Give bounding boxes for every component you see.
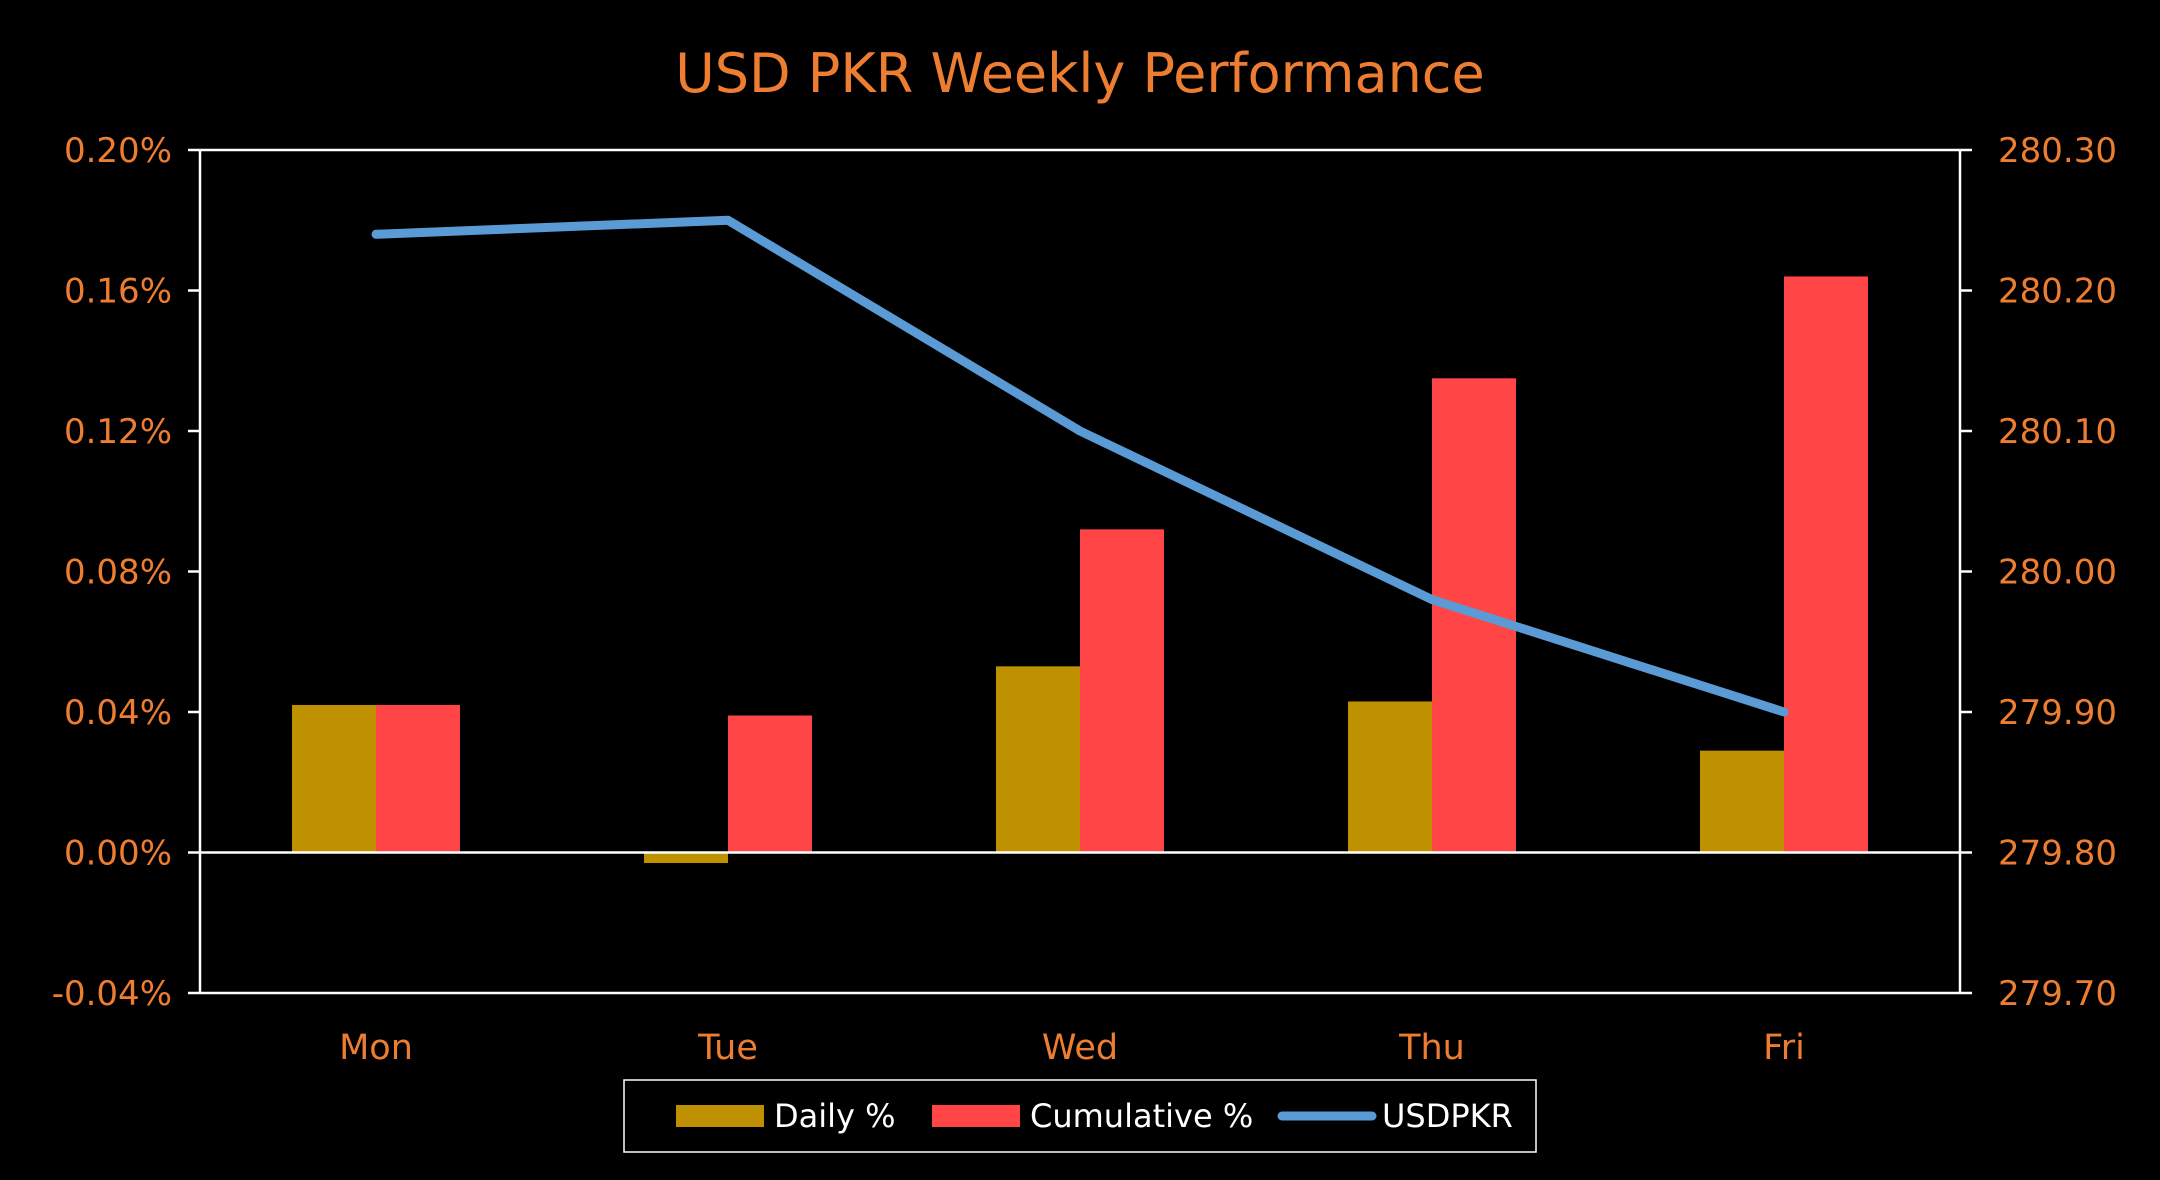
category-label: Fri [1763,1028,1805,1068]
bar-cumulative-wed [1080,529,1164,853]
right-tick-label: 280.10 [1998,412,2117,452]
category-label: Tue [697,1028,758,1068]
legend-box [623,1079,1537,1153]
bar-cumulative-fri [1784,276,1868,853]
right-tick-label: 280.20 [1998,272,2117,312]
bar-daily-mon [292,704,376,853]
bar-daily-wed [996,666,1080,853]
left-tick-label: -0.04% [52,974,172,1014]
bar-daily-tue [644,852,728,864]
legend-label-usdpkr: USDPKR [1382,1097,1513,1135]
category-label: Wed [1042,1028,1118,1068]
legend-label-cumulative: Cumulative % [1030,1097,1253,1135]
left-tick-label: 0.00% [64,834,172,874]
right-tick-label: 280.30 [1998,131,2117,171]
bars-layer [292,276,1868,864]
right-tick-label: 279.90 [1998,693,2117,733]
right-tick-label: 280.00 [1998,553,2117,593]
left-tick-label: 0.08% [64,553,172,593]
left-tick-label: 0.20% [64,131,172,171]
legend: Daily % Cumulative % USDPKR [623,1079,1537,1153]
right-tick-label: 279.80 [1998,834,2117,874]
bar-daily-thu [1348,701,1432,853]
legend-swatch-daily [676,1105,764,1127]
bar-cumulative-mon [376,704,460,853]
category-label: Thu [1398,1028,1465,1068]
tick-labels-layer: -0.04% 0.00% 0.04% 0.08% 0.12% 0.16% 0.20% 279.… [52,131,2117,1068]
left-tick-label: 0.04% [64,693,172,733]
left-tick-label: 0.16% [64,272,172,312]
legend-swatch-cumulative [932,1105,1020,1127]
bar-daily-fri [1700,750,1784,853]
legend-label-daily: Daily % [774,1097,896,1135]
category-label: Mon [339,1028,413,1068]
left-tick-label: 0.12% [64,412,172,452]
usdpkr-line [371,215,1789,717]
line-layer [371,215,1789,717]
chart-title: USD PKR Weekly Performance [675,42,1484,105]
axes-layer [188,148,1972,995]
right-tick-label: 279.70 [1998,974,2117,1014]
bar-cumulative-tue [728,715,812,853]
